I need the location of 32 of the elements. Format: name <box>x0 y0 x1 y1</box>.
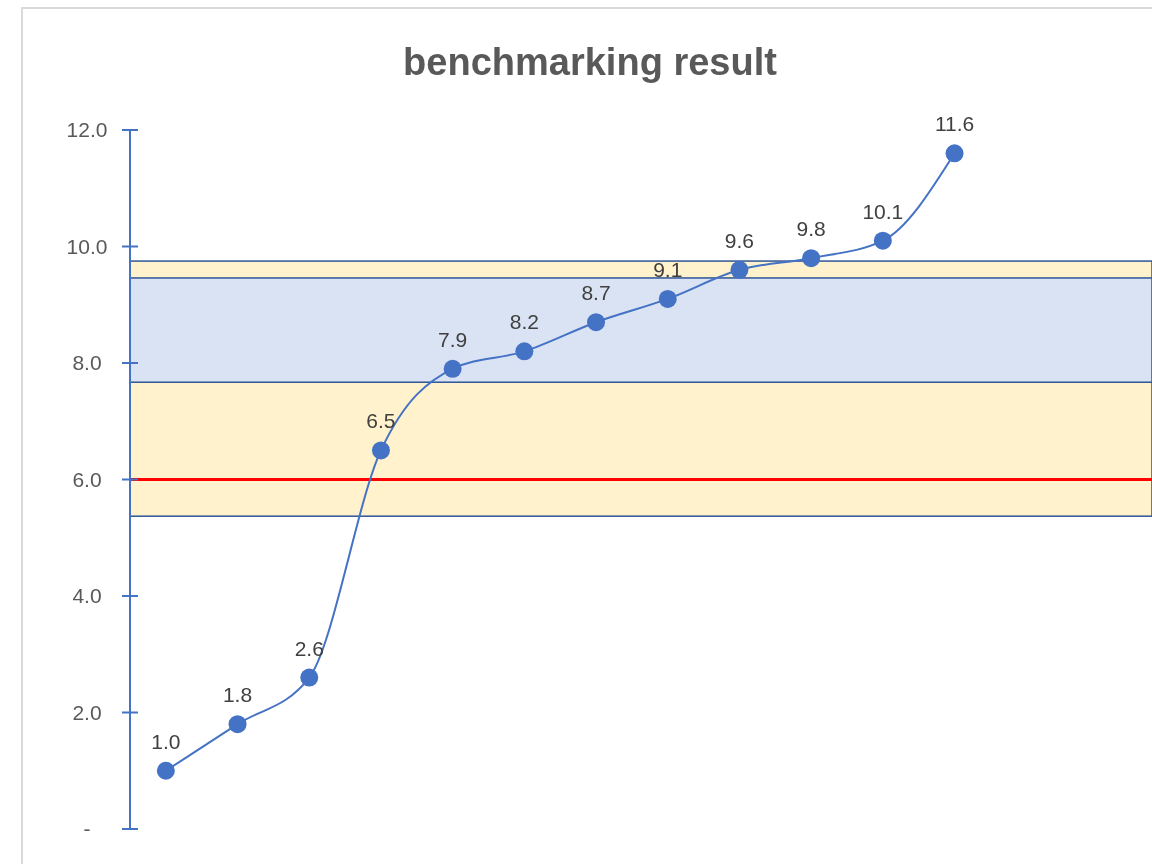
point <box>156 761 175 780</box>
chart-title: benchmarking result <box>403 41 778 83</box>
y-tick-label: 10.0 <box>66 234 108 258</box>
y-tick-label: 2.0 <box>72 700 102 724</box>
data-label: 9.8 <box>796 217 826 241</box>
data-label: 11.6 <box>934 112 975 136</box>
point <box>371 441 390 460</box>
data-label: 8.2 <box>509 310 539 334</box>
data-label: 8.7 <box>581 281 611 305</box>
y-tick-label: 8.0 <box>72 351 102 375</box>
y-tick-label: - <box>83 817 91 841</box>
data-label: 10.1 <box>862 199 904 223</box>
y-tick-label: 12.0 <box>66 118 108 142</box>
y-tick-label: 6.0 <box>72 467 102 491</box>
data-label: 9.1 <box>653 257 683 281</box>
data-label: 9.6 <box>724 228 755 252</box>
point <box>515 342 534 361</box>
data-label: 7.9 <box>438 327 468 351</box>
data-label: 1.8 <box>222 683 253 707</box>
data-label: 6.5 <box>366 409 396 433</box>
point <box>228 715 247 734</box>
data-label: 2.6 <box>294 636 324 660</box>
point <box>300 668 319 687</box>
point <box>443 359 462 378</box>
data-label: 1.0 <box>151 729 181 753</box>
y-tick-label: 4.0 <box>72 584 102 608</box>
point <box>802 249 821 268</box>
point <box>658 289 677 308</box>
point <box>873 231 892 250</box>
point <box>945 144 964 163</box>
point <box>730 260 749 279</box>
point <box>587 313 606 332</box>
